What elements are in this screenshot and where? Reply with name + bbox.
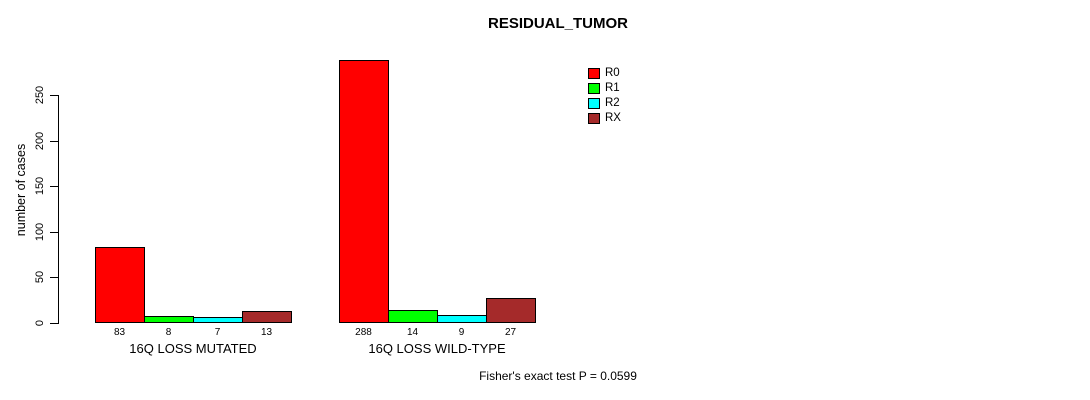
legend-label: R0 bbox=[605, 67, 620, 79]
bar-value-label: 288 bbox=[355, 327, 372, 338]
bar-value-label: 27 bbox=[504, 327, 517, 338]
y-tick bbox=[50, 277, 58, 278]
bar-r0-group1 bbox=[95, 247, 145, 323]
bar-value-label: 9 bbox=[458, 327, 465, 338]
bar-r1-group2 bbox=[388, 310, 438, 323]
legend-label: R2 bbox=[605, 97, 620, 109]
y-tick-label: 150 bbox=[34, 176, 46, 196]
y-tick bbox=[50, 141, 58, 142]
legend-label: RX bbox=[605, 112, 621, 124]
bar-value-label: 83 bbox=[113, 327, 126, 338]
legend-item: R0 bbox=[588, 66, 621, 81]
legend-swatch-r2 bbox=[588, 98, 600, 109]
chart-title: RESIDUAL_TUMOR bbox=[487, 15, 629, 32]
legend-label: R1 bbox=[605, 82, 620, 94]
legend-item: R2 bbox=[588, 96, 621, 111]
bar-value-label: 14 bbox=[406, 327, 419, 338]
y-tick-label: 0 bbox=[34, 319, 46, 327]
bar-r2-group2 bbox=[437, 315, 487, 323]
bar-rx-group2 bbox=[486, 298, 536, 323]
legend-item: R1 bbox=[588, 81, 621, 96]
y-tick-label: 200 bbox=[34, 131, 46, 151]
bar-r2-group1 bbox=[193, 317, 243, 323]
category-label: 16Q LOSS MUTATED bbox=[129, 341, 257, 356]
y-tick bbox=[50, 186, 58, 187]
y-axis-label: number of cases bbox=[14, 143, 28, 237]
legend-item: RX bbox=[588, 111, 621, 126]
y-tick bbox=[50, 232, 58, 233]
bar-value-label: 7 bbox=[214, 327, 221, 338]
category-label: 16Q LOSS WILD-TYPE bbox=[368, 341, 506, 356]
y-tick-label: 250 bbox=[34, 85, 46, 105]
y-tick bbox=[50, 95, 58, 96]
stat-annotation: Fisher's exact test P = 0.0599 bbox=[479, 369, 637, 383]
bar-value-label: 13 bbox=[260, 327, 273, 338]
bar-r1-group1 bbox=[144, 316, 194, 323]
y-tick-label: 50 bbox=[34, 270, 46, 284]
y-axis-line bbox=[58, 95, 59, 324]
bar-value-label: 8 bbox=[165, 327, 172, 338]
legend-swatch-rx bbox=[588, 113, 600, 124]
y-tick bbox=[50, 323, 58, 324]
legend-swatch-r1 bbox=[588, 83, 600, 94]
legend: R0 R1 R2 RX bbox=[588, 66, 621, 126]
bar-rx-group1 bbox=[242, 311, 292, 323]
y-tick-label: 100 bbox=[34, 222, 46, 242]
bar-r0-group2 bbox=[339, 60, 389, 323]
legend-swatch-r0 bbox=[588, 68, 600, 79]
